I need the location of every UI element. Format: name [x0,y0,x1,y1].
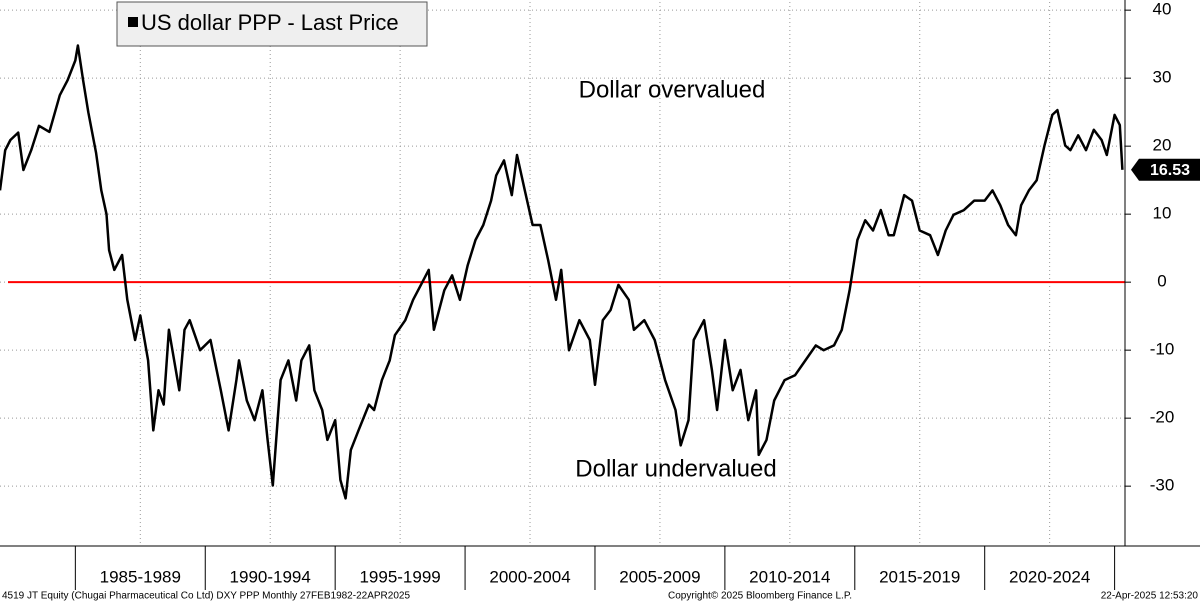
x-band-label: 1990-1994 [230,567,311,586]
y-tick-label: 0 [1157,272,1166,291]
x-band-label: 2010-2014 [749,567,830,586]
x-band-label: 2015-2019 [879,567,960,586]
plot [0,44,1125,500]
legend-text: US dollar PPP - Last Price [141,10,399,35]
last-value-label: 16.53 [1150,162,1190,179]
y-axis: 40 30 20 10 0 -10 -20 -30 16.53 [1124,0,1200,546]
y-tick-label: -10 [1150,340,1175,359]
legend: US dollar PPP - Last Price [116,1,428,47]
y-tick-label: 20 [1153,136,1172,155]
footer-right: 22-Apr-2025 12:53:20 [1101,591,1199,602]
x-band-label: 1985-1989 [100,567,181,586]
y-tick-label: 40 [1153,0,1172,19]
annotation: Dollar overvalued [579,76,766,103]
x-band-label: 2020-2024 [1009,567,1090,586]
y-tick-label: -30 [1150,476,1175,495]
legend-swatch [128,17,138,27]
footer-center: Copyright© 2025 Bloomberg Finance L.P. [668,591,852,602]
legend-box [116,1,428,47]
x-band-label: 2005-2009 [619,567,700,586]
y-tick-label: 10 [1153,204,1172,223]
footer-left: 4519 JT Equity (Chugai Pharmaceutical Co… [2,591,410,602]
y-tick-label: -20 [1150,408,1175,427]
annotation: Dollar undervalued [575,455,776,482]
x-band-label: 1995-1999 [359,567,440,586]
grid [0,2,1125,546]
last-value-box [1131,158,1200,181]
x-axis: 1985-1989 1990-1994 1995-1999 2000-2004 2005… [0,545,1200,590]
x-band-label: 2000-2004 [489,567,570,586]
y-tick-label: 30 [1153,68,1172,87]
line [0,44,1124,500]
